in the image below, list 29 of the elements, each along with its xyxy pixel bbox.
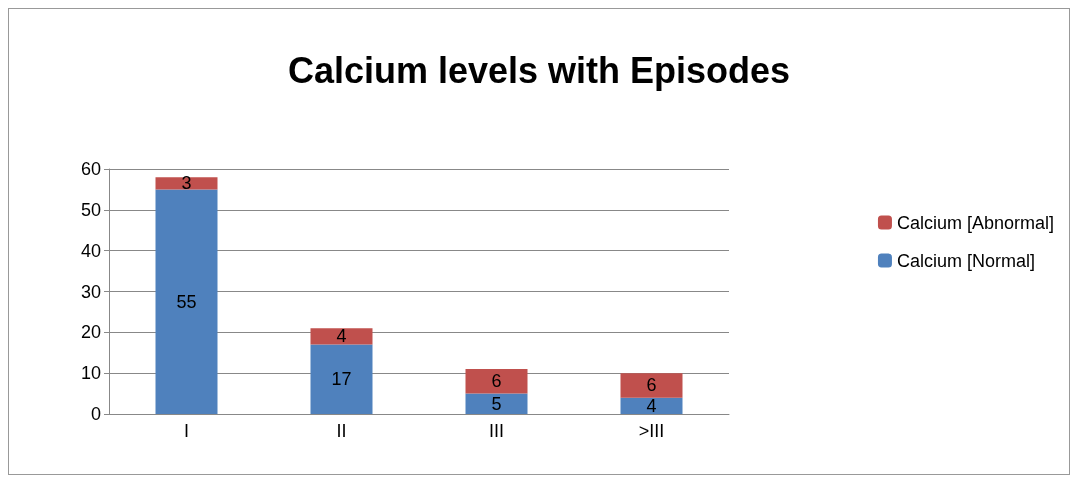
x-tick-label: III <box>488 421 505 441</box>
legend-label: Calcium [Abnormal] <box>896 212 1055 233</box>
x-tick-label: >III <box>638 421 665 441</box>
bar <box>620 397 683 414</box>
y-tick-label: 60 <box>80 159 101 179</box>
bar <box>465 393 528 414</box>
legend-label: Calcium [Normal] <box>896 250 1035 271</box>
bar <box>465 369 528 394</box>
data-label: 17 <box>331 369 352 390</box>
bar <box>620 373 683 398</box>
data-label: 6 <box>491 371 502 392</box>
data-label: 6 <box>646 375 657 396</box>
y-tick-label: 20 <box>80 322 101 343</box>
bar <box>310 328 373 345</box>
chart-title: Calcium levels with Episodes <box>287 49 791 91</box>
x-tick-label: I <box>183 421 190 441</box>
y-tick-label: 10 <box>80 363 101 384</box>
data-label: 4 <box>646 395 657 416</box>
bar <box>155 189 218 414</box>
data-label: 3 <box>181 173 192 194</box>
y-tick-label: 40 <box>80 240 101 261</box>
y-tick-label: 0 <box>90 404 101 424</box>
data-label: 55 <box>176 291 197 312</box>
y-tick-label: 30 <box>80 281 101 302</box>
data-label: 5 <box>491 393 502 414</box>
y-tick-label: 50 <box>80 199 101 220</box>
x-tick-label: II <box>336 421 347 441</box>
data-label: 4 <box>336 326 347 347</box>
bar <box>310 344 373 414</box>
